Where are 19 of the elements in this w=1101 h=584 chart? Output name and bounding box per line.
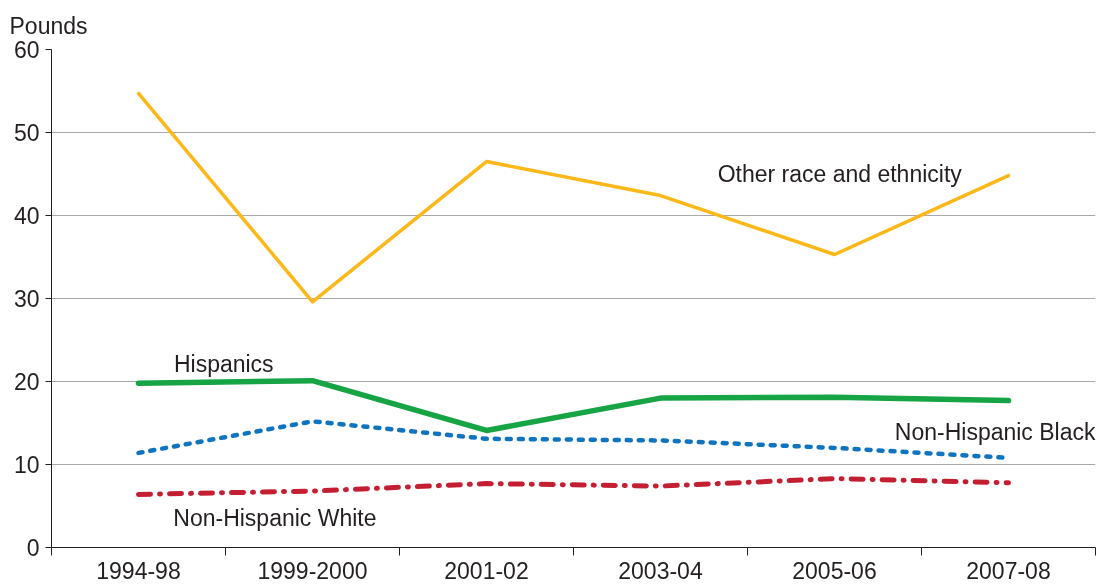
x-tick-label: 1999-2000 bbox=[257, 557, 368, 584]
x-tick-label: 2003-04 bbox=[618, 557, 703, 584]
y-tick-label: 50 bbox=[13, 120, 40, 146]
series-label: Hispanics bbox=[173, 351, 274, 378]
y-tick-label: 20 bbox=[13, 369, 40, 395]
y-tick-label: 10 bbox=[13, 452, 40, 478]
y-axis-title: Pounds bbox=[9, 13, 88, 39]
series-label: Non-Hispanic Black bbox=[894, 418, 1096, 445]
series-label: Non-Hispanic White bbox=[173, 505, 377, 532]
x-tick-label: 1994-98 bbox=[96, 557, 181, 584]
y-tick-label: 60 bbox=[13, 37, 40, 63]
x-tick-label: 2001-02 bbox=[444, 557, 529, 584]
x-tick-label: 2007-08 bbox=[966, 557, 1051, 584]
x-tick-label: 2005-06 bbox=[792, 557, 877, 584]
series-label: Other race and ethnicity bbox=[717, 160, 963, 187]
y-tick-label: 0 bbox=[26, 535, 40, 561]
y-tick-label: 40 bbox=[13, 203, 40, 229]
line-series bbox=[136, 91, 1011, 304]
y-tick-label: 30 bbox=[13, 286, 40, 312]
